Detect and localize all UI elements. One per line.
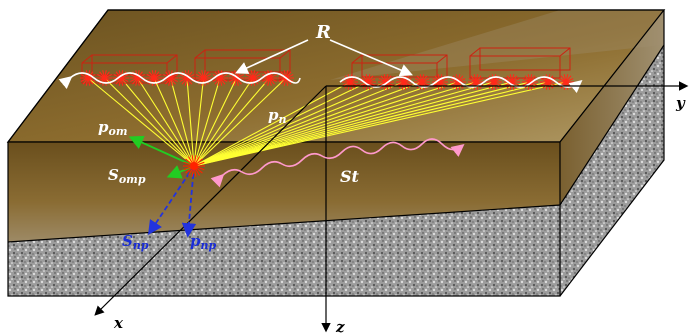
ray — [137, 77, 195, 167]
receiver — [129, 70, 146, 86]
ray — [193, 77, 270, 167]
label-axis-y: y — [675, 94, 686, 112]
arrow-s-np — [148, 165, 195, 235]
axis-x-line — [94, 85, 327, 316]
receiver — [414, 74, 430, 90]
source — [183, 155, 205, 177]
front-rock-layer — [8, 205, 560, 296]
label-p-om: pom — [98, 118, 127, 138]
block-edges — [6, 9, 666, 297]
label-s-omp: Somp — [108, 166, 146, 186]
label-p-np: pnp — [190, 232, 216, 252]
receiver — [245, 70, 261, 86]
side-rock-layer — [560, 45, 664, 296]
blue-arrows — [148, 165, 197, 238]
ray — [169, 77, 195, 167]
arrow-p-np — [181, 165, 197, 238]
label-axis-x: x — [113, 314, 124, 332]
side-sediment-layer — [560, 10, 664, 205]
receiver — [162, 70, 179, 86]
label-axis-z: z — [335, 318, 345, 336]
receiver — [96, 70, 113, 86]
receiver-box-4 — [469, 47, 571, 79]
ray — [193, 77, 237, 167]
axes — [94, 81, 689, 333]
ray — [104, 77, 195, 167]
ray — [186, 77, 195, 167]
ray — [120, 77, 195, 167]
ray — [193, 77, 221, 167]
source-starburst — [183, 155, 205, 177]
stoneley-wave — [210, 138, 465, 188]
label-r: R — [315, 22, 331, 43]
receiver — [360, 74, 376, 90]
ray — [193, 77, 287, 167]
arrow-p-om — [128, 135, 195, 167]
ray — [87, 77, 195, 167]
receiver — [486, 74, 502, 90]
receiver — [146, 70, 162, 86]
ray — [153, 77, 195, 167]
label-s-np: Snp — [122, 232, 149, 252]
surface-wave-left — [58, 72, 301, 90]
label-p-n: pn — [268, 106, 287, 126]
label-st: St — [340, 167, 360, 186]
r-pointer-arrows — [235, 39, 413, 77]
ray — [193, 77, 205, 167]
ray — [193, 77, 254, 167]
